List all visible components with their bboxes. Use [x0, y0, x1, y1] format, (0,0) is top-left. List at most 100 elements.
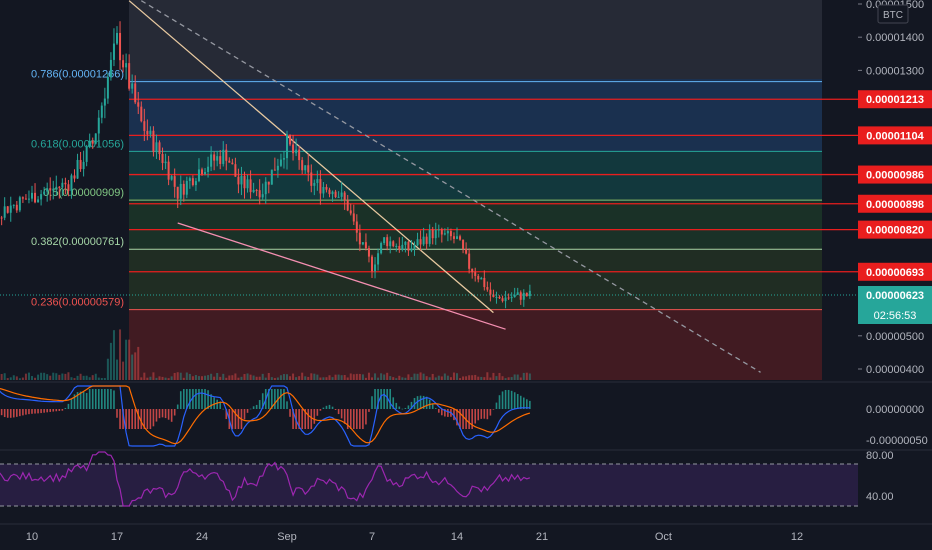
macd-histogram-bar [331, 406, 334, 409]
macd-histogram-bar [437, 409, 440, 413]
macd-histogram-bar [334, 409, 337, 410]
macd-histogram-bar [301, 409, 303, 429]
volume-bar [76, 375, 79, 380]
macd-histogram-bar [34, 409, 36, 414]
volume-bar [346, 377, 349, 380]
macd-histogram-bar [313, 409, 316, 424]
volume-bar [422, 373, 425, 380]
candle-body [377, 253, 380, 265]
macd-histogram-bar [3, 409, 6, 418]
candle-body [298, 149, 301, 161]
volume-bar [273, 378, 276, 380]
volume-bar [73, 378, 76, 380]
macd-histogram-bar [258, 400, 261, 409]
candle-body [295, 149, 298, 154]
volume-bar [204, 375, 207, 380]
volume-bar [419, 372, 422, 380]
volume-bar [182, 377, 185, 380]
macd-histogram-bar [222, 408, 225, 410]
candle-body [255, 189, 258, 191]
candle-body [15, 204, 18, 211]
macd-histogram-bar [12, 409, 15, 418]
candle-body [465, 248, 468, 254]
volume-bar [319, 377, 322, 380]
macd-histogram-bar [101, 389, 103, 409]
volume-bar [337, 374, 340, 380]
candle-body [79, 159, 82, 170]
volume-bar [88, 377, 91, 380]
candle-body [395, 245, 398, 247]
volume-bar [367, 372, 370, 380]
macd-histogram-bar [419, 395, 422, 409]
macd-histogram-bar [489, 409, 492, 416]
volume-bar [43, 372, 46, 380]
price-tick-label: 0.00001300 [866, 65, 924, 77]
macd-histogram-bar [486, 409, 489, 420]
candle-body [407, 241, 410, 251]
level-badge-label: 0.00001213 [866, 94, 924, 106]
volume-bar [528, 373, 531, 380]
macd-histogram-bar [82, 391, 85, 409]
volume-bar [106, 358, 109, 380]
candle-body [413, 245, 416, 249]
candle-body [452, 236, 455, 239]
volume-bar [322, 377, 325, 380]
volume-bar [258, 376, 261, 380]
volume-bar [149, 376, 152, 380]
volume-bar [386, 372, 389, 380]
volume-bar [292, 373, 295, 380]
candle-body [94, 133, 97, 144]
candle-body [371, 256, 373, 272]
volume-bar [170, 376, 173, 380]
macd-histogram-bar [28, 409, 30, 415]
volume-bar [246, 373, 249, 380]
volume-bar [361, 374, 364, 380]
macd-histogram-bar [64, 407, 67, 409]
candle-body [9, 205, 12, 213]
candle-body [446, 231, 449, 234]
candle-body [516, 292, 519, 295]
volume-bar [328, 375, 331, 380]
macd-histogram-bar [107, 389, 109, 409]
unit-badge[interactable]: BTC [877, 4, 909, 24]
volume-bar [85, 375, 88, 380]
volume-bar [364, 377, 367, 380]
rsi-axis-label-80: 80.00 [866, 450, 894, 462]
macd-histogram-bar [201, 389, 203, 409]
trendlines[interactable] [128, 0, 761, 373]
time-axis: 10 17 24 Sep 7 14 21 Oct 12 [0, 523, 932, 543]
last-price-badge: 0.00000623 02:56:53 [858, 286, 932, 325]
volume-bar [325, 377, 328, 380]
macd-histogram-bar [22, 409, 24, 416]
level-badge [858, 220, 932, 239]
macd-histogram-bar [447, 409, 449, 417]
volume-bar [210, 373, 213, 380]
level-badge [858, 90, 932, 109]
candle-body [88, 140, 91, 148]
volume-bar [222, 373, 225, 380]
candle-body [273, 169, 276, 171]
macd-histogram-bar [319, 409, 322, 411]
candle-body [158, 142, 161, 155]
macd-axis-label-neg: -0.00000050 [866, 435, 928, 447]
level-badge-label: 0.00000986 [866, 170, 924, 182]
volume-bar [128, 339, 131, 380]
macd-histogram-bar [119, 409, 121, 429]
volume-bar [112, 330, 115, 380]
candle-body [431, 229, 434, 239]
candle-body [76, 159, 79, 179]
candle-body [188, 178, 191, 181]
macd-histogram-bar [529, 400, 531, 409]
volume-bar [255, 376, 258, 380]
level-badge [858, 262, 932, 281]
volume-bar [237, 377, 240, 380]
volume-bar [21, 377, 24, 380]
candle-body [504, 297, 507, 302]
macd-histogram-bar [374, 389, 376, 409]
volume-bar [443, 373, 446, 380]
candle-body [258, 190, 261, 198]
candle-body [49, 188, 52, 191]
volume-bar [152, 372, 155, 380]
candle-body [194, 181, 197, 186]
